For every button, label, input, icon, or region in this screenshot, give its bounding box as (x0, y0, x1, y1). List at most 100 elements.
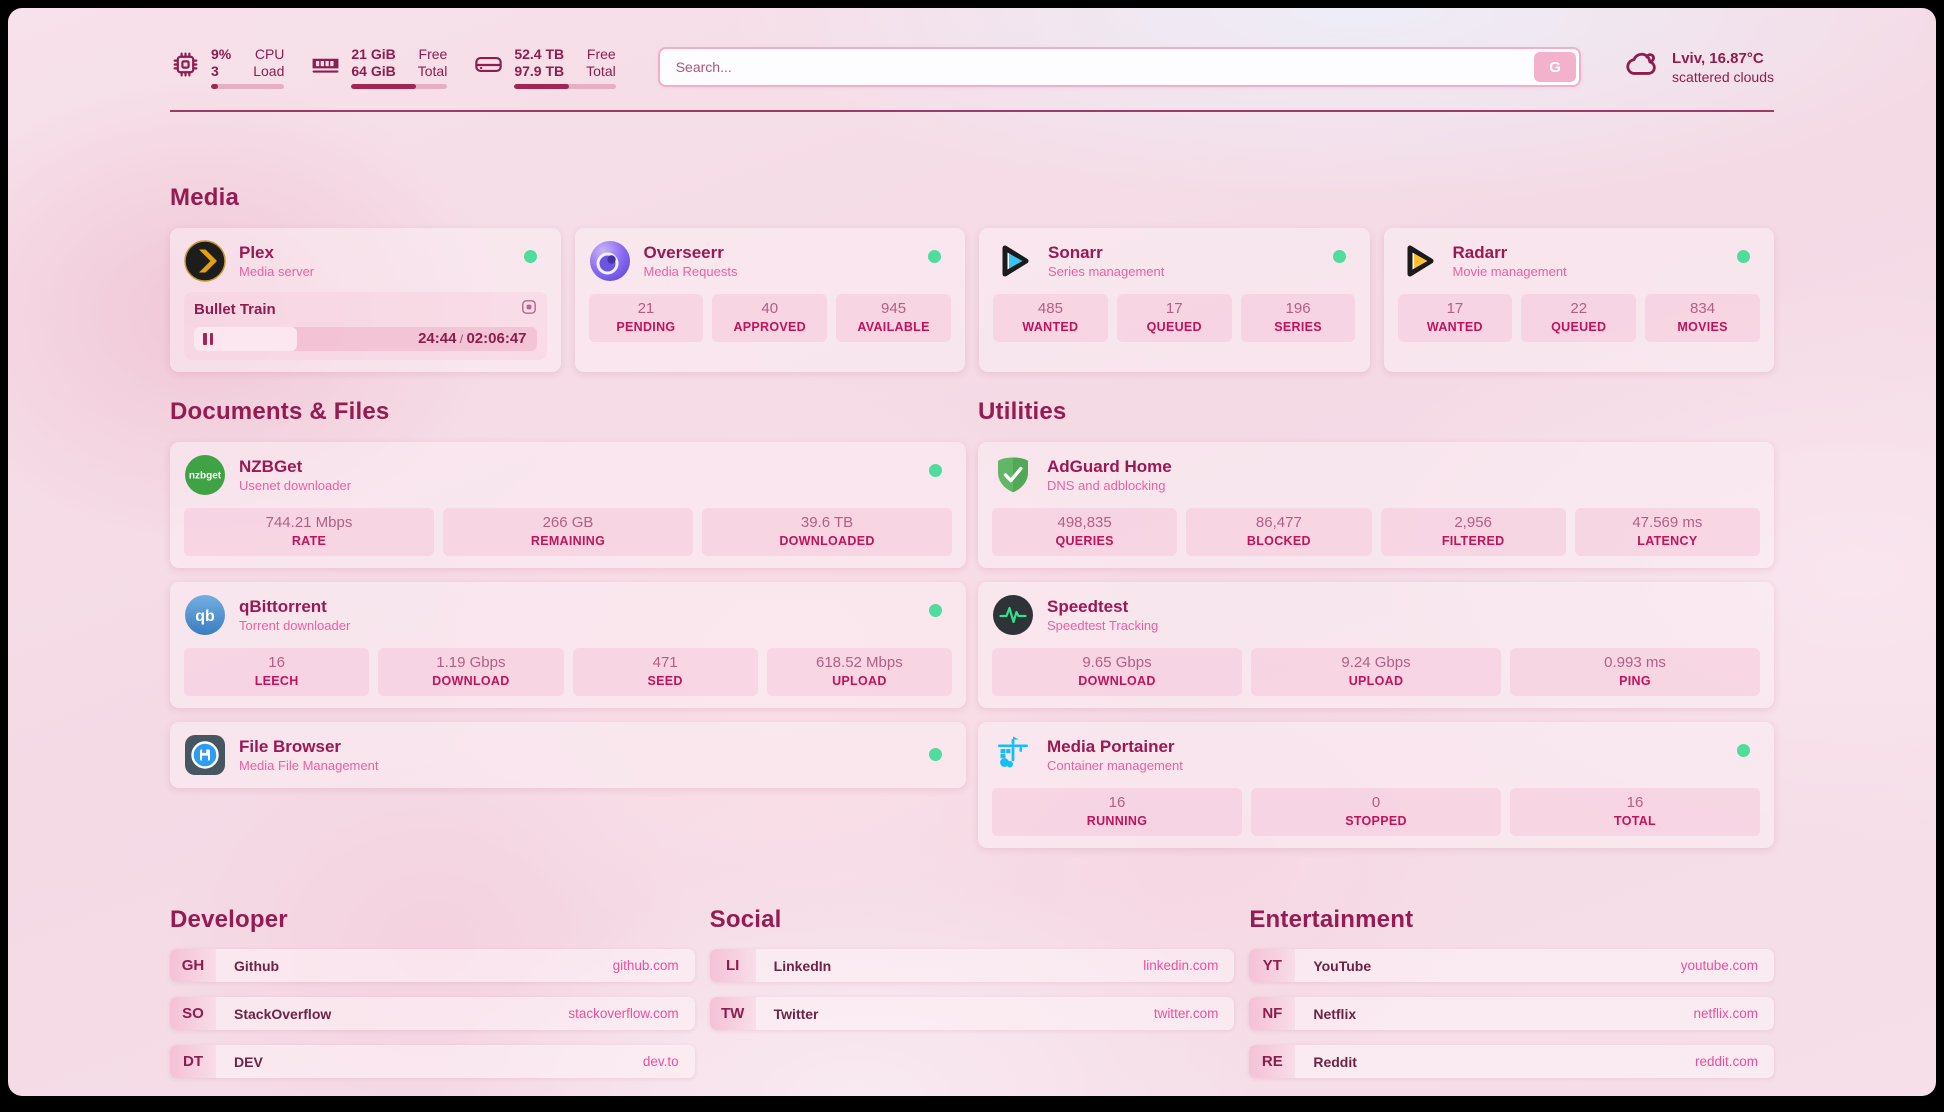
app-description: Speedtest Tracking (1047, 618, 1159, 633)
bookmark-badge: GH (170, 949, 216, 982)
bookmark-badge: NF (1249, 997, 1296, 1030)
app-card-radarr[interactable]: Radarr Movie management 17 WANTED 22 QUEUE… (1383, 228, 1774, 372)
stat-remaining: 266 GB REMAINING (443, 508, 693, 556)
app-name: Radarr (1452, 243, 1508, 262)
storage-label-top: Free (586, 45, 616, 62)
app-description: DNS and adblocking (1047, 478, 1166, 493)
pause-icon[interactable] (203, 333, 213, 345)
status-dot-online (928, 250, 941, 263)
app-card-nzbget[interactable]: nzbget NZBGet Usenet downloader 744. (170, 442, 966, 568)
app-card-speedtest[interactable]: Speedtest Speedtest Tracking 9.65 Gbps DO… (978, 582, 1774, 708)
bookmark-twitter[interactable]: TW Twitter twitter.com (709, 997, 1235, 1030)
adguard-icon (992, 454, 1034, 496)
app-card-plex[interactable]: Plex Media server Bullet Train (170, 228, 561, 372)
bookmark-badge: RE (1249, 1045, 1296, 1078)
section-title-utilities: Utilities (978, 398, 1067, 425)
dashboard-screen: 9% 3 CPU Load (8, 8, 1936, 1096)
bookmark-badge: YT (1249, 949, 1296, 982)
app-description: Series management (1048, 264, 1165, 279)
plex-icon (184, 240, 226, 282)
status-dot-online (523, 250, 537, 263)
nzbget-icon: nzbget (184, 454, 226, 496)
cpu-sub: 3 (211, 62, 219, 79)
plex-now-playing: Bullet Train 24:44 / 02:06:4 (184, 292, 547, 360)
bookmark-badge: TW (709, 997, 756, 1030)
stat-stopped: 0 STOPPED (1251, 788, 1501, 836)
app-description: Torrent downloader (239, 618, 351, 633)
status-dot-online (929, 464, 942, 477)
cpu-label-bottom: Load (253, 62, 285, 79)
status-dot-online (929, 748, 942, 761)
stat-available: 945 AVAILABLE (836, 294, 951, 342)
section-title-media: Media (170, 184, 240, 211)
top-bar: 9% 3 CPU Load (170, 38, 1774, 96)
search-bar: G (657, 47, 1582, 87)
bookmark-section-developer: Developer GH Github github.com SO StackO… (170, 906, 695, 1078)
section-title-entertainment: Entertainment (1249, 906, 1414, 933)
system-widgets: 9% 3 CPU Load (170, 46, 616, 89)
bookmark-linkedin[interactable]: LI LinkedIn linkedin.com (709, 949, 1235, 982)
bookmark-badge: DT (170, 1045, 216, 1078)
weather-summary: Lviv, 16.87°C (1672, 49, 1764, 67)
status-dot-online (929, 604, 942, 617)
stat-downloaded: 39.6 TB DOWNLOADED (702, 508, 952, 556)
search-engine-button[interactable]: G (1534, 52, 1577, 82)
bookmark-reddit[interactable]: RE Reddit reddit.com (1249, 1045, 1774, 1078)
stat-upload: 9.24 Gbps UPLOAD (1251, 648, 1501, 696)
app-card-qbittorrent[interactable]: qb qBittorrent Torrent downloader 16 (170, 582, 966, 708)
session-screen-icon[interactable] (521, 299, 537, 320)
memory-free: 21 GiB (351, 45, 396, 62)
bookmark-section-entertainment: Entertainment YT YouTube youtube.com NF … (1249, 906, 1774, 1078)
cpu-progress (211, 83, 285, 89)
bookmark-netflix[interactable]: NF Netflix netflix.com (1249, 997, 1774, 1030)
overseerr-icon (589, 240, 631, 282)
app-description: Media server (239, 264, 315, 279)
app-name: Speedtest (1047, 597, 1129, 616)
storage-widget: 52.4 TB 97.9 TB Free Total (473, 45, 616, 89)
playback-duration: 02:06:47 (466, 330, 527, 347)
app-card-adguard[interactable]: AdGuard Home DNS and adblocking 498,835 Q… (978, 442, 1774, 568)
app-name: File Browser (239, 737, 342, 756)
weather-widget: Lviv, 16.87°C scattered clouds (1623, 46, 1774, 88)
memory-label-top: Free (418, 45, 448, 62)
search-input[interactable] (659, 59, 1535, 75)
status-dot-online (1332, 250, 1346, 263)
stat-wanted: 17 WANTED (1397, 294, 1513, 342)
stat-blocked: 86,477 BLOCKED (1186, 508, 1372, 556)
cpu-label-top: CPU (254, 45, 285, 62)
stat-latency: 47.569 ms LATENCY (1574, 508, 1760, 556)
bookmark-stackoverflow[interactable]: SO StackOverflow stackoverflow.com (170, 997, 695, 1030)
stat-series: 196 SERIES (1240, 294, 1356, 342)
ram-icon (310, 49, 341, 85)
playback-progress-bar[interactable]: 24:44 / 02:06:47 (194, 327, 537, 351)
bookmark-github[interactable]: GH Github github.com (170, 949, 695, 982)
bookmark-dev[interactable]: DT DEV dev.to (170, 1045, 695, 1078)
app-name: Plex (239, 243, 274, 262)
memory-label-bottom: Total (417, 62, 448, 79)
app-description: Media File Management (239, 758, 379, 773)
cpu-icon (170, 49, 201, 85)
stat-pending: 21 PENDING (588, 294, 704, 342)
app-card-sonarr[interactable]: Sonarr Series management 485 WANTED 17 QUE… (979, 228, 1370, 372)
bookmark-youtube[interactable]: YT YouTube youtube.com (1249, 949, 1774, 982)
bookmark-badge: SO (170, 997, 216, 1030)
cpu-value: 9% (211, 45, 232, 62)
cloud-icon (1623, 46, 1660, 88)
app-name: Sonarr (1048, 243, 1103, 262)
stat-movies: 834 MOVIES (1645, 294, 1760, 342)
memory-progress (351, 83, 448, 89)
app-description: Usenet downloader (239, 478, 352, 493)
app-card-portainer[interactable]: Media Portainer Container management 16 R… (978, 722, 1774, 848)
app-card-filebrowser[interactable]: File Browser Media File Management (170, 722, 966, 788)
svg-text:qb: qb (195, 608, 215, 625)
stat-filtered: 2,956 FILTERED (1380, 508, 1566, 556)
now-playing-title: Bullet Train (194, 301, 276, 318)
header-divider (170, 110, 1774, 112)
stat-rate: 744.21 Mbps RATE (184, 508, 434, 556)
app-card-overseerr[interactable]: Overseerr Media Requests 21 PENDING 40 APP… (574, 228, 965, 372)
app-name: NZBGet (239, 457, 303, 476)
portainer-icon (992, 734, 1034, 776)
section-title-social: Social (709, 906, 782, 933)
app-name: qBittorrent (239, 597, 327, 616)
playback-position: 24:44 (418, 330, 457, 347)
